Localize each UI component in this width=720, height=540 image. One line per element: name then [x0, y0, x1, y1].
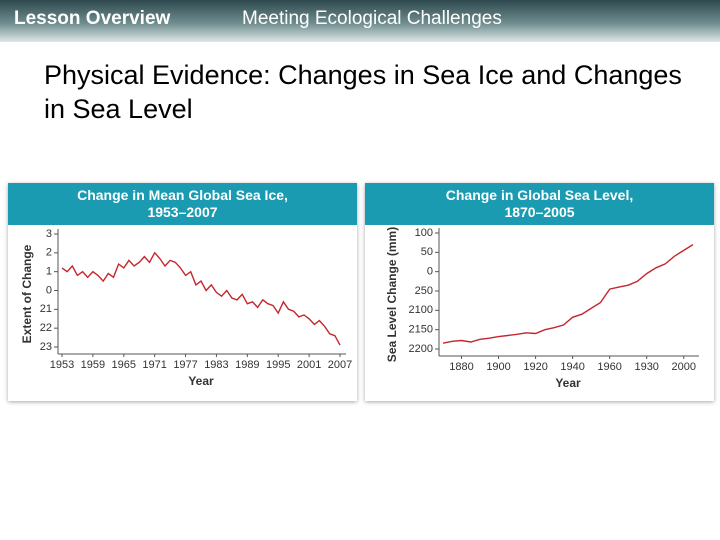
slide-title: Physical Evidence: Changes in Sea Ice an… — [44, 60, 682, 124]
topic-label: Meeting Ecological Challenges — [242, 8, 502, 29]
y-tick-label: 2100 — [409, 304, 433, 316]
x-tick-label: 1880 — [449, 361, 473, 373]
x-tick-label: 1959 — [81, 359, 105, 371]
x-tick-label: 1920 — [523, 361, 547, 373]
x-tick-label: 1989 — [235, 359, 259, 371]
x-tick-label: 1953 — [50, 359, 74, 371]
y-tick-label: 250 — [415, 285, 433, 297]
x-tick-label: 2001 — [297, 359, 321, 371]
chart: 100 50 0 250 2100 2150 2200 1880 1900 1920 1940 196… — [385, 227, 699, 390]
section-label: Lesson Overview — [14, 8, 171, 29]
chart-panel: Change in Global Sea Level, 1870–2005 10… — [365, 183, 714, 401]
y-tick-label: 3 — [46, 228, 52, 240]
x-tick-label: 2007 — [328, 359, 352, 371]
y-axis-label: Extent of Change — [20, 244, 34, 343]
y-tick-label: 2 — [46, 247, 52, 259]
y-tick-label: 100 — [415, 227, 433, 239]
y-tick-label: 2200 — [409, 343, 433, 355]
x-axis-label: Year — [555, 376, 581, 390]
y-tick-label: 21 — [40, 303, 52, 315]
x-tick-label: 1983 — [204, 359, 228, 371]
data-line — [442, 244, 694, 344]
x-tick-label: 1971 — [142, 359, 166, 371]
y-tick-label: 0 — [46, 284, 52, 296]
x-tick-label: 1995 — [266, 359, 290, 371]
chart-panel: Change in Mean Global Sea Ice, 1953–2007… — [8, 183, 357, 401]
x-tick-label: 1940 — [560, 361, 584, 373]
chart-title: Change in Mean Global Sea Ice, 1953–2007 — [77, 187, 288, 220]
top-bar — [0, 0, 720, 42]
y-axis-label: Sea Level Change (mm) — [385, 227, 399, 362]
x-tick-label: 1900 — [486, 361, 510, 373]
y-tick-label: 0 — [427, 266, 433, 278]
x-tick-label: 1960 — [597, 361, 621, 373]
chart-title: Change in Global Sea Level, 1870–2005 — [445, 187, 634, 220]
x-tick-label: 1930 — [634, 361, 658, 373]
x-tick-label: 1977 — [173, 359, 197, 371]
x-axis-label: Year — [188, 374, 214, 388]
data-line — [61, 251, 341, 346]
x-tick-label: 1965 — [112, 359, 136, 371]
y-tick-label: 22 — [40, 322, 52, 334]
y-tick-label: 1 — [46, 266, 52, 278]
y-tick-label: 50 — [421, 246, 433, 258]
chart-header: Change in Global Sea Level, 1870–2005 — [365, 183, 714, 225]
x-tick-label: 2000 — [671, 361, 695, 373]
y-tick-label: 2150 — [409, 324, 433, 336]
chart-header: Change in Mean Global Sea Ice, 1953–2007 — [8, 183, 357, 225]
y-tick-label: 23 — [40, 341, 52, 353]
